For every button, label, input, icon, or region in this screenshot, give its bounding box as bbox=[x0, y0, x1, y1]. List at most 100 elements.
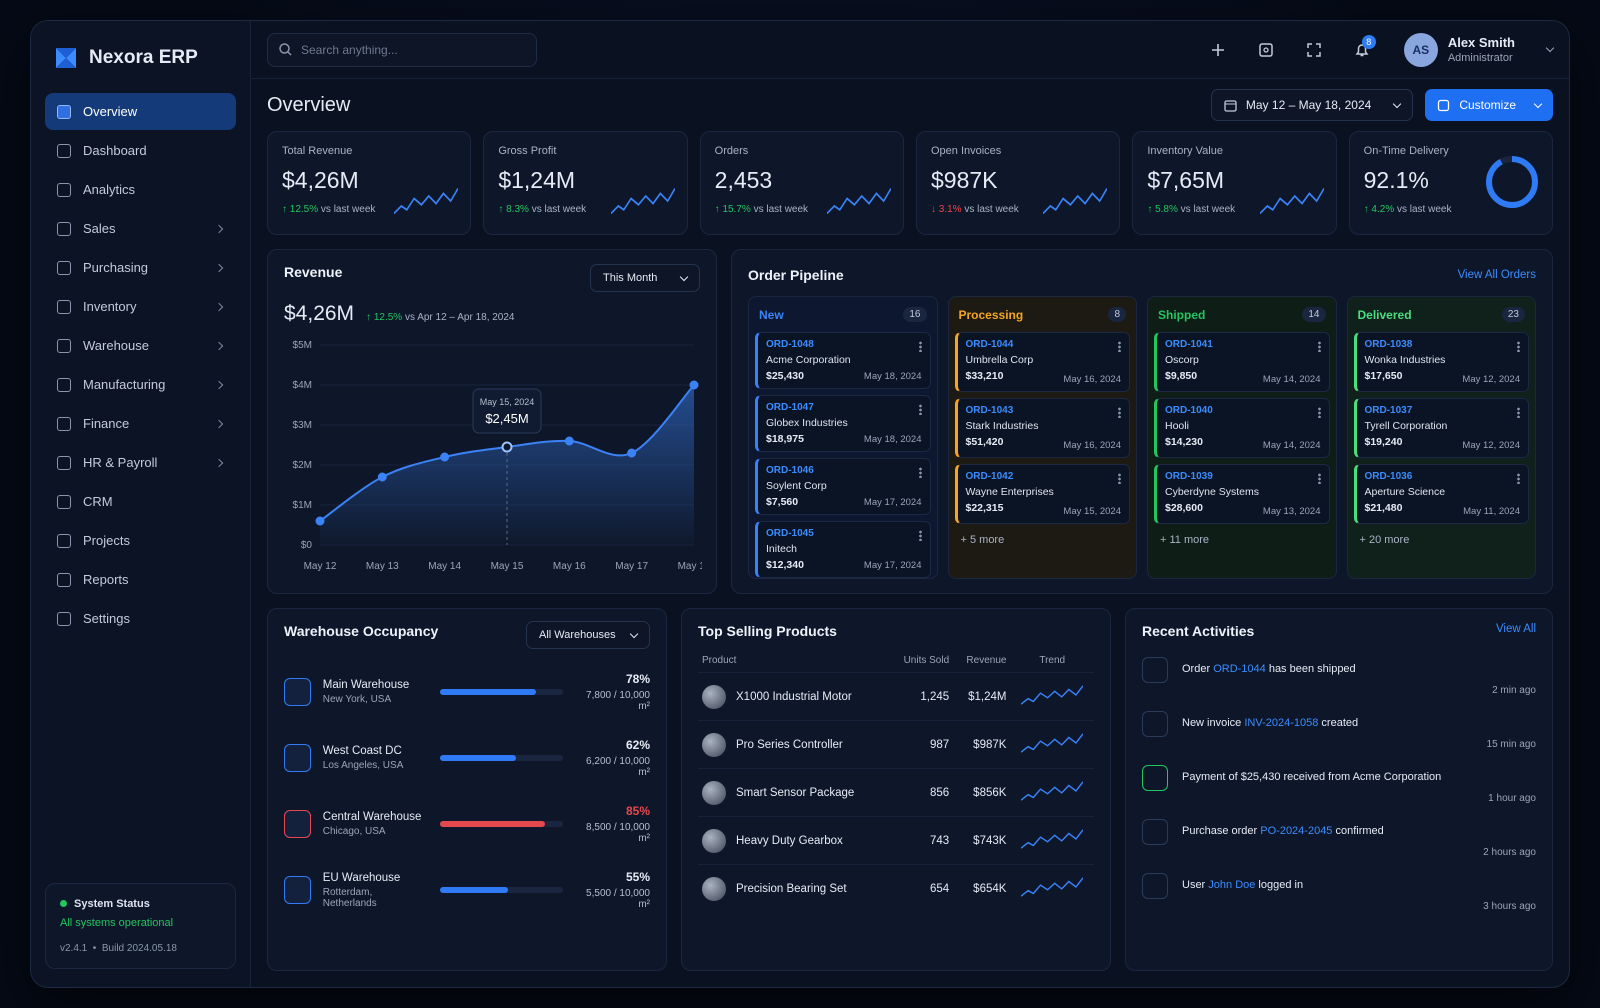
nav-item[interactable]: Inventory bbox=[45, 288, 236, 325]
order-card[interactable]: ORD-1046 Soylent Corp $7,560 May 17, 2024 bbox=[755, 458, 931, 515]
nav-item[interactable]: Purchasing bbox=[45, 249, 236, 286]
order-menu[interactable] bbox=[1317, 473, 1321, 484]
kpi-label: Inventory Value bbox=[1147, 145, 1223, 157]
order-card[interactable]: ORD-1047 Globex Industries $18,975 May 18, … bbox=[755, 395, 931, 452]
cell-text: $654K bbox=[973, 882, 1007, 895]
activity-row: Order ORD-1044 has been shipped 2 min ago bbox=[1142, 657, 1536, 711]
order-id: ORD-1036 bbox=[1364, 471, 1413, 482]
nav-item[interactable]: Overview bbox=[45, 93, 236, 130]
kpi-change-value: 4.2% bbox=[1364, 204, 1395, 215]
order-menu[interactable] bbox=[1317, 341, 1321, 352]
order-menu[interactable] bbox=[1118, 341, 1121, 352]
activity-link[interactable]: PO-2024-2045 bbox=[1260, 825, 1333, 837]
nav-item[interactable]: Manufacturing bbox=[45, 366, 236, 403]
kpi-value: $987K bbox=[930, 167, 998, 193]
product-row[interactable]: Pro Series Controller 987 $987K bbox=[698, 720, 1094, 769]
order-amount: $18,975 bbox=[766, 433, 804, 445]
search[interactable]: Search anything... bbox=[267, 32, 537, 67]
order-menu[interactable] bbox=[1118, 473, 1121, 484]
nav-item[interactable]: Warehouse bbox=[45, 327, 236, 364]
nav-item[interactable]: Reports bbox=[45, 561, 236, 598]
user-menu[interactable]: AS Alex Smith Administrator bbox=[1403, 32, 1555, 67]
order-menu[interactable] bbox=[1517, 473, 1520, 484]
period-select[interactable]: This Month bbox=[590, 264, 700, 292]
order-card[interactable]: ORD-1043 Stark Industries $51,420 May 16, 2… bbox=[954, 398, 1130, 458]
order-id: ORD-1044 bbox=[965, 339, 1014, 350]
warehouse-row: Main Warehouse New York, USA 78% 7,800 / 10… bbox=[284, 659, 650, 725]
fullscreen-button[interactable] bbox=[1298, 34, 1330, 66]
order-card[interactable]: ORD-1048 Acme Corporation $25,430 May 18, 2… bbox=[755, 332, 931, 389]
product-row[interactable]: Heavy Duty Gearbox 743 $743K bbox=[698, 816, 1094, 865]
page-title: Overview bbox=[267, 93, 351, 116]
order-menu[interactable] bbox=[1517, 341, 1520, 352]
user-name: Alex Smith bbox=[1447, 35, 1515, 50]
order-card[interactable]: ORD-1040 Hooli $14,230 May 14, 2024 bbox=[1154, 398, 1330, 458]
nav-item[interactable]: Dashboard bbox=[45, 132, 236, 169]
activity-link[interactable]: John Doe bbox=[1208, 879, 1256, 891]
order-amount: $51,420 bbox=[965, 436, 1004, 448]
product-row[interactable]: X1000 Industrial Motor 1,245 $1,24M bbox=[698, 672, 1094, 721]
y-tick-label: $4M bbox=[293, 380, 312, 391]
cell-text: 1,245 bbox=[920, 690, 950, 703]
nav-item[interactable]: CRM bbox=[45, 483, 236, 520]
activity-link[interactable]: INV-2024-1058 bbox=[1244, 717, 1319, 729]
order-card[interactable]: ORD-1037 Tyrell Corporation $19,240 May 12,… bbox=[1353, 398, 1529, 458]
column-header: Processing 8 bbox=[955, 305, 1131, 326]
kpi-change-value: 12.5% bbox=[282, 204, 318, 215]
more-link[interactable]: + 11 more bbox=[1160, 534, 1210, 546]
activity-link[interactable]: ORD-1044 bbox=[1213, 663, 1266, 675]
nav-label: Dashboard bbox=[83, 143, 147, 158]
nav-label: Settings bbox=[83, 611, 130, 626]
order-menu[interactable] bbox=[918, 404, 922, 415]
view-all-orders[interactable]: View All Orders bbox=[1457, 269, 1536, 281]
date-range[interactable]: May 12 – May 18, 2024 bbox=[1210, 89, 1414, 121]
add-button[interactable] bbox=[1202, 34, 1234, 66]
order-menu[interactable] bbox=[918, 530, 922, 541]
chevron bbox=[214, 458, 224, 467]
more-link[interactable]: + 20 more bbox=[1359, 534, 1410, 546]
notifications-button[interactable]: 8 bbox=[1346, 34, 1378, 66]
customize-button[interactable]: Customize bbox=[1425, 89, 1553, 121]
order-card[interactable]: ORD-1041 Oscorp $9,850 May 14, 2024 bbox=[1154, 332, 1330, 392]
point bbox=[627, 448, 637, 458]
activity-text: User John Doe logged in bbox=[1182, 879, 1536, 891]
y-tick-label: $2M bbox=[293, 460, 312, 471]
order-amount: $12,340 bbox=[766, 559, 804, 571]
order-card[interactable]: ORD-1042 Wayne Enterprises $22,315 May 15, … bbox=[954, 464, 1130, 524]
order-card[interactable]: ORD-1038 Wonka Industries $17,650 May 12, 2… bbox=[1353, 332, 1529, 392]
order-customer: Wonka Industries bbox=[1364, 354, 1446, 366]
order-menu[interactable] bbox=[1517, 407, 1520, 418]
order-menu[interactable] bbox=[918, 467, 922, 478]
nav-item[interactable]: HR & Payroll bbox=[45, 444, 236, 481]
nav-item[interactable]: Finance bbox=[45, 405, 236, 442]
nav-item[interactable]: Analytics bbox=[45, 171, 236, 208]
order-card[interactable]: ORD-1045 Initech $12,340 May 17, 2024 bbox=[755, 521, 931, 578]
sparkline bbox=[826, 187, 891, 215]
more-link[interactable]: + 5 more bbox=[960, 534, 1005, 546]
point bbox=[377, 472, 387, 482]
order-menu[interactable] bbox=[1118, 407, 1121, 418]
warehouse-icon bbox=[284, 810, 311, 838]
order-card[interactable]: ORD-1044 Umbrella Corp $33,210 May 16, 2024 bbox=[954, 332, 1130, 392]
product-row[interactable]: Smart Sensor Package 856 $856K bbox=[698, 768, 1094, 817]
order-menu[interactable] bbox=[1317, 407, 1321, 418]
order-menu[interactable] bbox=[918, 341, 922, 352]
nav-item[interactable]: Sales bbox=[45, 210, 236, 247]
product-row[interactable]: Precision Bearing Set 654 $654K bbox=[698, 864, 1094, 913]
sparkline-line bbox=[610, 187, 675, 215]
order-customer: Stark Industries bbox=[965, 420, 1039, 432]
nav-item[interactable]: Projects bbox=[45, 522, 236, 559]
order-card[interactable]: ORD-1036 Aperture Science $21,480 May 11, 2… bbox=[1353, 464, 1529, 524]
occupancy-percent: 78% bbox=[625, 672, 650, 686]
occupancy-track bbox=[439, 821, 564, 827]
box-button[interactable] bbox=[1250, 34, 1282, 66]
nav-item[interactable]: Settings bbox=[45, 600, 236, 637]
warehouse-filter[interactable]: All Warehouses bbox=[526, 621, 650, 649]
kpi-label: On-Time Delivery bbox=[1363, 145, 1449, 157]
x-tick-label: May 17 bbox=[615, 561, 648, 572]
order-card[interactable]: ORD-1039 Cyberdyne Systems $28,600 May 13, … bbox=[1154, 464, 1330, 524]
view-all-activities[interactable]: View All bbox=[1495, 623, 1536, 635]
nav-icon bbox=[57, 416, 71, 431]
warehouse-row: West Coast DC Los Angeles, USA 62% 6,200 / … bbox=[284, 725, 650, 791]
pipeline-column: Delivered 23 ORD-1038 Wonka Industries $17,6… bbox=[1346, 296, 1536, 579]
